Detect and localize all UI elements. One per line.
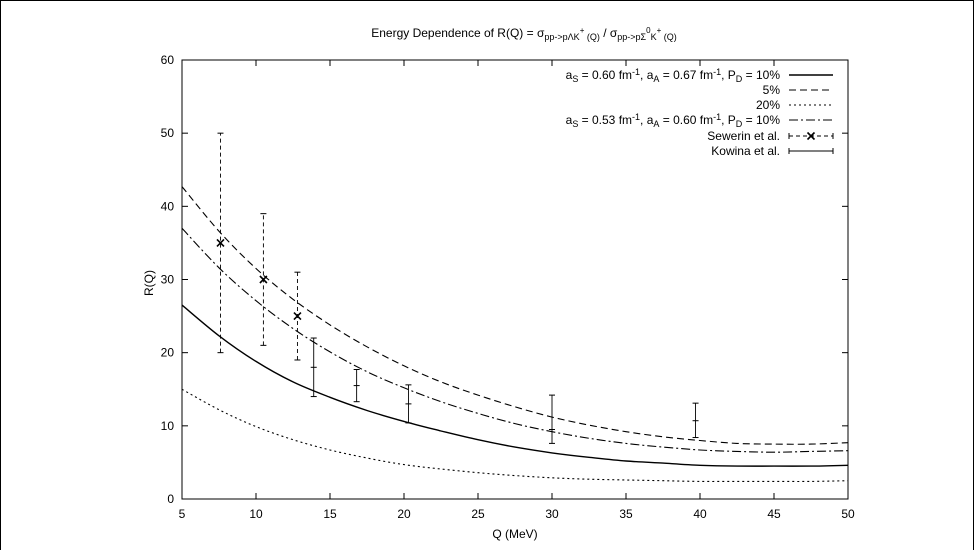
kowina-datapoint — [310, 337, 317, 398]
x-tick-label: 25 — [471, 507, 485, 521]
x-marker — [259, 275, 268, 284]
x-axis-label: Q (MeV) — [492, 527, 537, 541]
kowina-datapoint — [405, 384, 412, 424]
y-tick-label: 40 — [161, 199, 175, 213]
y-tick-label: 60 — [161, 53, 175, 67]
x-marker — [293, 312, 302, 321]
x-tick-label: 35 — [619, 507, 633, 521]
sewerin-datapoint — [216, 132, 225, 354]
legend-label: Kowina et al. — [711, 144, 780, 158]
x-tick-label: 10 — [249, 507, 263, 521]
legend-label: 20% — [756, 98, 780, 112]
chart-title-group: Energy Dependence of R(Q) = σpp->pΛK+ (Q… — [371, 26, 677, 42]
x-tick-label: 5 — [179, 507, 186, 521]
y-tick-label: 0 — [167, 492, 174, 506]
legend-label: aS = 0.60 fm-1, aA = 0.67 fm-1, PD = 10% — [566, 67, 781, 84]
series-layer — [181, 186, 849, 483]
y-tick-label: 20 — [161, 346, 175, 360]
x-tick-label: 45 — [767, 507, 781, 521]
axes: 5 10 15 20 25 30 35 40 45 50 0 10 20 30 40 50 60 Q (MeV) R… — [142, 53, 855, 541]
series-line-solid — [181, 304, 849, 467]
x-marker — [216, 238, 225, 247]
series-line-dashdot — [181, 227, 849, 453]
y-axis-label: R(Q) — [142, 270, 156, 296]
x-tick-label: 20 — [397, 507, 411, 521]
legend: aS = 0.60 fm-1, aA = 0.67 fm-1, PD = 10%… — [566, 67, 834, 158]
y-tick-label: 10 — [161, 419, 175, 433]
x-tick-label: 30 — [545, 507, 559, 521]
sewerin-datapoint — [293, 271, 302, 361]
legend-label: 5% — [763, 83, 781, 97]
kowina-datapoint — [692, 402, 699, 439]
legend-label: Sewerin et al. — [707, 129, 780, 143]
x-tick-label: 40 — [693, 507, 707, 521]
y-tick-label: 50 — [161, 126, 175, 140]
sewerin-datapoint — [259, 213, 268, 346]
kowina-datapoint — [353, 368, 360, 403]
chart-title: Energy Dependence of R(Q) = σpp->pΛK+ (Q… — [371, 26, 677, 42]
x-tick-label: 15 — [323, 507, 337, 521]
x-tick-label: 50 — [841, 507, 855, 521]
legend-label: aS = 0.53 fm-1, aA = 0.60 fm-1, PD = 10% — [566, 112, 781, 129]
series-line-dotted — [181, 388, 849, 483]
kowina-datapoint — [549, 394, 555, 444]
datapoints-layer — [216, 132, 699, 444]
series-line-dashed — [181, 186, 849, 445]
legend-x-marker — [806, 131, 816, 141]
y-tick-label: 30 — [161, 273, 175, 287]
